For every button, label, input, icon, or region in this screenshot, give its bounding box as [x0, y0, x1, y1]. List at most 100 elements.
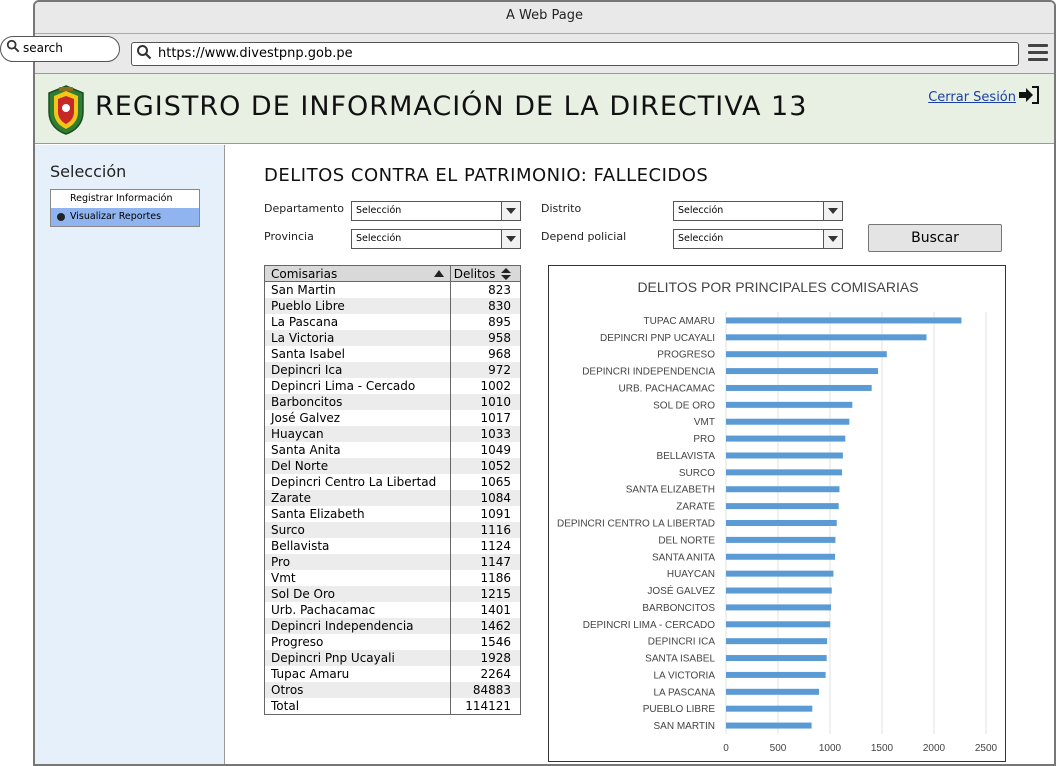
- table-row: Otros 84883: [264, 682, 521, 698]
- chevron-down-icon: [823, 230, 842, 248]
- comisaria-cell: Santa Isabel: [271, 347, 345, 361]
- table-row: Progreso 1546: [265, 634, 521, 650]
- bar: [726, 435, 846, 442]
- comisaria-cell: San Martin: [271, 283, 336, 297]
- selected-bullet-icon: [57, 213, 65, 221]
- category-label: SOL DE ORO: [653, 400, 715, 411]
- police-crest-logo: [45, 84, 87, 136]
- table-row: Bellavista 1124: [265, 538, 521, 554]
- table-row: Depincri Lima - Cercado 1002: [265, 378, 521, 394]
- sidebar-menu: Registrar Información Visualizar Reporte…: [50, 189, 200, 227]
- delitos-cell: 1215: [449, 586, 521, 602]
- column-header-delitos[interactable]: Delitos: [449, 265, 521, 282]
- category-label: DEPINCRI CENTRO LA LIBERTAD: [557, 519, 715, 530]
- bar: [726, 317, 962, 324]
- bar: [726, 671, 826, 678]
- distrito-selected-value: Selección: [678, 205, 724, 216]
- column-header-comisarias[interactable]: Comisarias: [264, 265, 451, 282]
- x-tick-label: 500: [770, 743, 787, 754]
- comisaria-cell: Depincri Centro La Libertad: [271, 475, 437, 489]
- table-row: Depincri Ica 972: [264, 362, 521, 378]
- comisaria-cell: Surco: [264, 522, 451, 538]
- search-input[interactable]: search: [0, 36, 120, 62]
- comisaria-cell: Bellavista: [271, 539, 330, 553]
- delitos-cell: 1010: [449, 394, 521, 410]
- category-label: URB. PACHACAMAC: [619, 383, 716, 394]
- column-header-label: Comisarias: [271, 266, 338, 281]
- depend-policial-selected-value: Selección: [678, 233, 724, 244]
- app-header: REGISTRO DE INFORMACIÓN DE LA DIRECTIVA …: [35, 74, 1054, 144]
- delitos-cell: 1084: [449, 490, 521, 506]
- comisaria-cell: La Pascana: [271, 315, 339, 329]
- sidebar: Selección Registrar Información Visualiz…: [35, 145, 225, 764]
- bar: [726, 587, 832, 594]
- bar: [726, 553, 836, 560]
- table-row: Huaycan 1033: [264, 426, 521, 442]
- bar: [726, 418, 850, 425]
- comisaria-cell: Pro: [264, 554, 451, 570]
- table-row: Tupac Amaru 2264: [265, 666, 521, 682]
- table-row: Sol De Oro 1215: [264, 586, 521, 602]
- distrito-select[interactable]: Selección: [673, 201, 843, 221]
- table-row: La Victoria 958: [264, 330, 521, 346]
- category-label: HUAYCAN: [667, 569, 715, 580]
- sidebar-title: Selección: [50, 162, 127, 181]
- table-row: Santa Isabel 968: [265, 346, 521, 362]
- comisaria-cell: Urb. Pachacamac: [271, 603, 376, 617]
- sidebar-item-visualizar-reportes[interactable]: Visualizar Reportes: [51, 208, 199, 226]
- logout-icon: [1018, 86, 1040, 108]
- logout-label: Cerrar Sesión: [928, 89, 1016, 105]
- delitos-cell: 1033: [449, 426, 521, 442]
- table-row: José Galvez 1017: [265, 410, 521, 426]
- table-row: Urb. Pachacamac 1401: [265, 602, 521, 618]
- delitos-cell: 1017: [449, 410, 521, 426]
- depend-policial-select[interactable]: Selección: [673, 229, 843, 249]
- departamento-label: Departamento: [264, 202, 345, 215]
- delitos-cell: 1049: [449, 442, 521, 458]
- comisaria-cell: Depincri Pnp Ucayali: [264, 650, 451, 666]
- chart-canvas: DELITOS POR PRINCIPALES COMISARIAS TUPAC …: [557, 279, 998, 754]
- table-row: Surco 1116: [264, 522, 521, 538]
- distrito-label: Distrito: [541, 202, 582, 215]
- comisaria-cell: Otros: [264, 682, 451, 698]
- provincia-select[interactable]: Selección: [351, 229, 521, 249]
- table-row: Pueblo Libre 830: [264, 298, 521, 314]
- comisaria-cell: Depincri Lima - Cercado: [271, 379, 416, 393]
- bar: [726, 368, 879, 375]
- comisaria-cell: Santa Elizabeth: [271, 507, 365, 521]
- table-row: Barboncitos 1010: [264, 394, 521, 410]
- table-row: Del Norte 1052: [264, 458, 521, 474]
- search-icon: [136, 44, 152, 67]
- category-label: PROGRESO: [657, 350, 715, 361]
- delitos-cell: 1928: [449, 650, 521, 666]
- table-row: Santa Anita 1049: [265, 442, 521, 458]
- delitos-cell: 830: [449, 298, 521, 314]
- bar: [726, 638, 828, 645]
- category-label: LA VICTORIA: [653, 670, 715, 681]
- category-label: SANTA ELIZABETH: [626, 485, 715, 496]
- table-row: Total 114121: [265, 698, 521, 715]
- x-tick-label: 1500: [871, 743, 894, 754]
- delitos-cell: 968: [449, 346, 521, 362]
- bar: [726, 655, 827, 662]
- depend-policial-label: Depend policial: [541, 230, 627, 243]
- delitos-cell: 972: [449, 362, 521, 378]
- comisaria-cell: Huaycan: [264, 426, 451, 442]
- category-label: LA PASCANA: [653, 687, 715, 698]
- delitos-cell: 895: [449, 314, 521, 330]
- logout-link[interactable]: Cerrar Sesión: [928, 86, 1040, 108]
- report-title: DELITOS CONTRA EL PATRIMONIO: FALLECIDOS: [264, 165, 709, 186]
- delitos-cell: 823: [449, 281, 521, 298]
- sidebar-item-registrar-informacion[interactable]: Registrar Información: [51, 190, 199, 208]
- comisarias-table: Comisarias Delitos San Martin 823 Pueblo L…: [264, 265, 521, 715]
- category-label: SAN MARTIN: [654, 721, 716, 732]
- sidebar-item-label: Visualizar Reportes: [70, 211, 162, 222]
- hamburger-menu-icon[interactable]: [1028, 44, 1048, 64]
- url-input[interactable]: https://www.divestpnp.gob.pe: [131, 42, 1019, 66]
- departamento-select[interactable]: Selección: [351, 201, 521, 221]
- comisaria-cell: Depincri Ica: [264, 362, 451, 378]
- buscar-button[interactable]: Buscar: [868, 224, 1002, 252]
- category-label: TUPAC AMARU: [644, 316, 716, 327]
- window-title: A Web Page: [506, 8, 583, 23]
- table-row: San Martin 823: [265, 281, 521, 298]
